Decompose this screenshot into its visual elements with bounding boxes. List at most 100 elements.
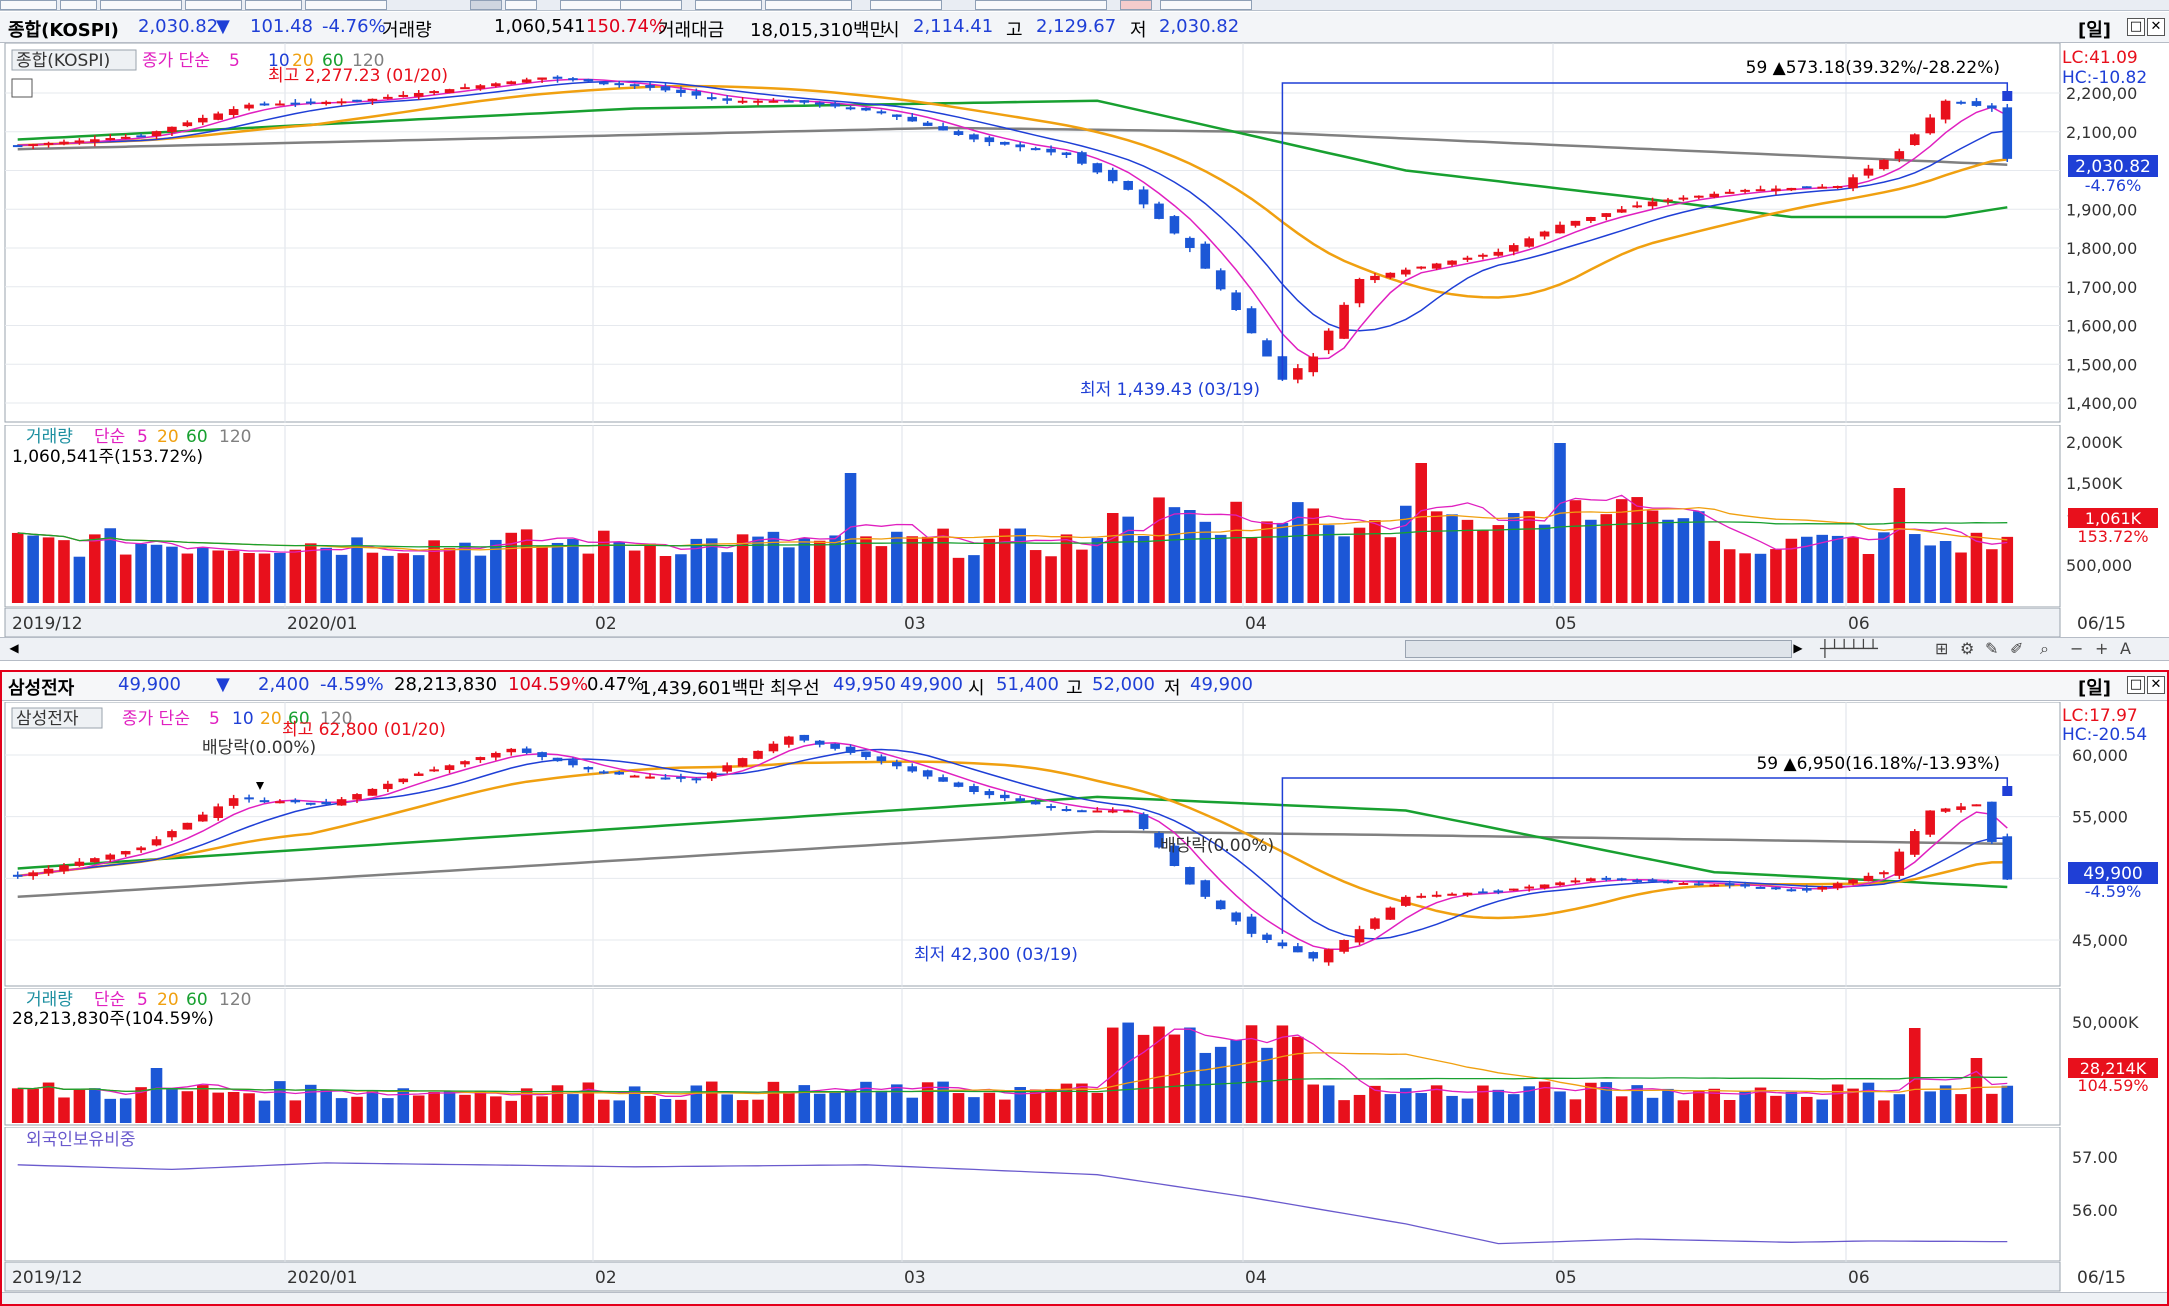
zoom-slider-icon[interactable]: ┼┴┴┴┴┴ [1820,639,1878,658]
scroll-right-icon[interactable]: ▶ [1793,641,1803,655]
candle-body [1663,881,1673,884]
chart-label: LC:41.09 [2062,48,2138,68]
toolbar-button[interactable] [60,0,97,10]
period-tag[interactable]: [일] [2077,20,2111,41]
volume-bar [1723,1099,1736,1123]
volume-bar [1430,1085,1443,1123]
volume-bar [1770,1095,1782,1123]
volume-bar [1693,1090,1705,1123]
chart-label: 1,060,541주(153.72%) [12,447,203,467]
volume-bar [1631,1085,1643,1123]
toolbar-button[interactable] [870,0,942,10]
candle-body [1030,801,1041,805]
volume-bar [1400,505,1412,603]
toolbar-button[interactable] [765,0,852,10]
toolbar-button[interactable] [505,0,537,10]
scroll-thumb[interactable] [1405,640,1792,658]
gear-icon[interactable]: ⚙ [1960,639,1975,658]
volume-bar [1091,538,1104,603]
kospi-volume-chart[interactable]: 거래량 단순 5 20 60 120 1,060,541주(153.72%) 2,000K 1,… [0,425,2169,608]
window-controls: [일] □ ✕ [2069,15,2169,41]
text-tool-icon[interactable]: A [2120,639,2131,658]
toolbar-button[interactable] [1160,0,1252,10]
grid-icon[interactable]: ⊞ [1935,639,1949,658]
toolbar-button[interactable] [305,0,387,10]
zoom-out-icon[interactable]: − [2070,639,2084,658]
toolbar-button[interactable] [470,0,502,10]
volume-bar [1322,525,1335,603]
chart-label: 단순 [94,990,125,1010]
volume-bar [1924,1091,1936,1123]
candle-body [1493,890,1504,893]
chart-label: 57.00 [2072,1148,2118,1167]
chart-label: 55,000 [2072,808,2128,827]
magnifier-icon[interactable]: ⌕ [2040,639,2049,658]
close-icon[interactable]: ✕ [2147,18,2165,36]
volume-bar [1708,540,1721,603]
volume-bar [1276,522,1289,603]
maximize-icon[interactable]: □ [2127,676,2145,694]
volume-bar [1693,511,1705,603]
volume-bar [1739,1091,1751,1123]
toolbar-button[interactable] [695,0,762,10]
candle-body [722,765,732,772]
candle-body [1755,189,1766,192]
volume-bar [721,1094,733,1123]
candle-body [645,85,655,88]
toolbar-button[interactable] [620,0,682,10]
volume-bar [1785,538,1798,603]
samsung-foreign-chart[interactable]: 외국인보유비중 57.00 56.00 [0,1127,2169,1262]
candle-body [1555,224,1565,234]
zoom-in-icon[interactable]: + [2095,639,2109,658]
candle-body [1185,237,1195,248]
candle-body [1848,879,1858,884]
close-icon[interactable]: ✕ [2147,676,2165,694]
toolbar-button[interactable] [245,0,302,10]
scroll-left-icon[interactable]: ◀ [9,641,19,655]
candle-body [814,102,825,105]
symbol-name[interactable]: 종합(KOSPI) [8,20,119,41]
period-tag[interactable]: [일] [2077,678,2111,699]
volume-bar [1106,513,1119,603]
volume-bar [1939,541,1952,603]
volume-bar [1831,535,1844,603]
toolbar-button[interactable] [1120,0,1152,10]
toolbar-button[interactable] [185,0,242,10]
volume-bar [1492,1089,1505,1123]
volume-bar [690,538,703,603]
volume-bar [1970,1058,1983,1123]
volume-bar [551,542,564,603]
kospi-scrollbar[interactable]: ◀ ▶ ┼┴┴┴┴┴ ⊞ ⚙ ✎ ✐ ⌕ − + A [0,637,2169,661]
volume-bar [104,1098,117,1123]
toolbar-button[interactable] [560,0,622,10]
symbol-name[interactable]: 삼성전자 [8,678,75,699]
toolbar-button[interactable] [100,0,182,10]
candle-body [1478,254,1488,257]
candle-body [1354,279,1365,304]
candle-body [814,740,825,745]
maximize-icon[interactable]: □ [2127,18,2145,36]
volume-bar [921,536,934,603]
vol-ma60-line [17,521,2008,548]
candle-body [799,734,810,741]
pen-icon[interactable]: ✐ [2010,639,2024,658]
volume-bar [551,1085,564,1123]
chart-label: 500,000 [2066,556,2132,575]
chart-label: 104.59% [2077,1076,2148,1095]
volume-bar [1492,525,1505,603]
draw-icon[interactable]: ✎ [1985,639,1999,658]
toolbar-button[interactable] [0,0,57,10]
candle-body [136,847,146,851]
chart-label: 10 [232,709,254,729]
volume-bar [1754,1087,1767,1123]
high-label: 고 [1066,678,1083,699]
chart-label: 종가 단순 [122,709,190,729]
volume-bar [1615,1096,1628,1123]
candle-body [1493,251,1504,256]
volume-bar [1770,549,1782,603]
toolbar-button[interactable] [975,0,1107,10]
volume-bar [520,1088,533,1123]
